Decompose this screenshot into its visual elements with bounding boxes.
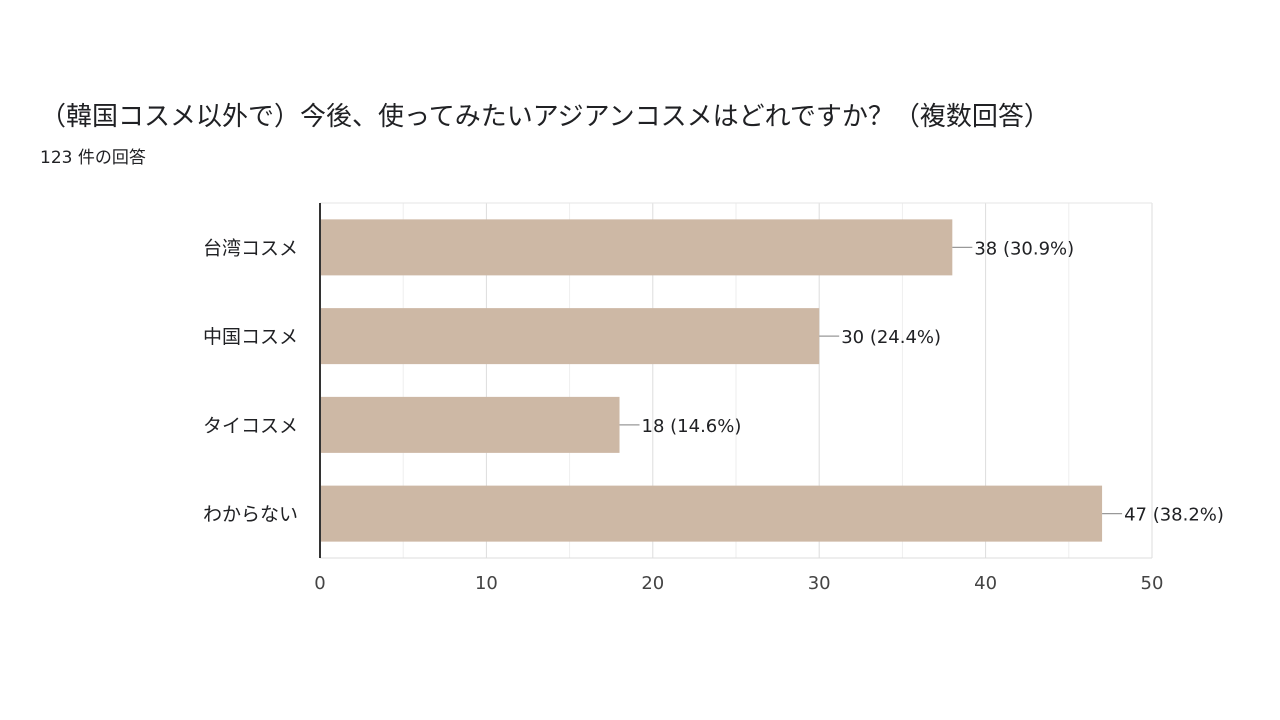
x-tick-label: 0 — [314, 573, 325, 594]
x-tick-label: 10 — [475, 573, 498, 594]
bar — [320, 219, 953, 276]
category-label: タイコスメ — [203, 415, 298, 437]
labels: 38 (30.9%) 台湾コスメ 30 (24.4%) 中国コスメ 18 (14.6%)… — [203, 203, 1224, 594]
bars — [320, 219, 1103, 542]
bar — [320, 396, 620, 453]
chart-title: （韓国コスメ以外で）今後、使ってみたいアジアンコスメはどれですか？（複数回答） — [40, 102, 1050, 132]
category-label: わからない — [203, 504, 298, 526]
response-count: 123 件の回答 — [40, 148, 146, 168]
bar — [320, 485, 1103, 542]
x-tick-label: 40 — [974, 573, 997, 594]
x-tick-label: 20 — [641, 573, 664, 594]
data-label: 18 (14.6%) — [642, 416, 742, 437]
category-label: 台湾コスメ — [203, 237, 298, 259]
data-label: 38 (30.9%) — [974, 238, 1074, 259]
x-tick-label: 30 — [808, 573, 831, 594]
bar — [320, 308, 820, 365]
data-label: 30 (24.4%) — [841, 327, 941, 348]
data-label: 47 (38.2%) — [1124, 505, 1224, 526]
category-label: 中国コスメ — [203, 326, 298, 348]
x-tick-label: 50 — [1141, 573, 1164, 594]
